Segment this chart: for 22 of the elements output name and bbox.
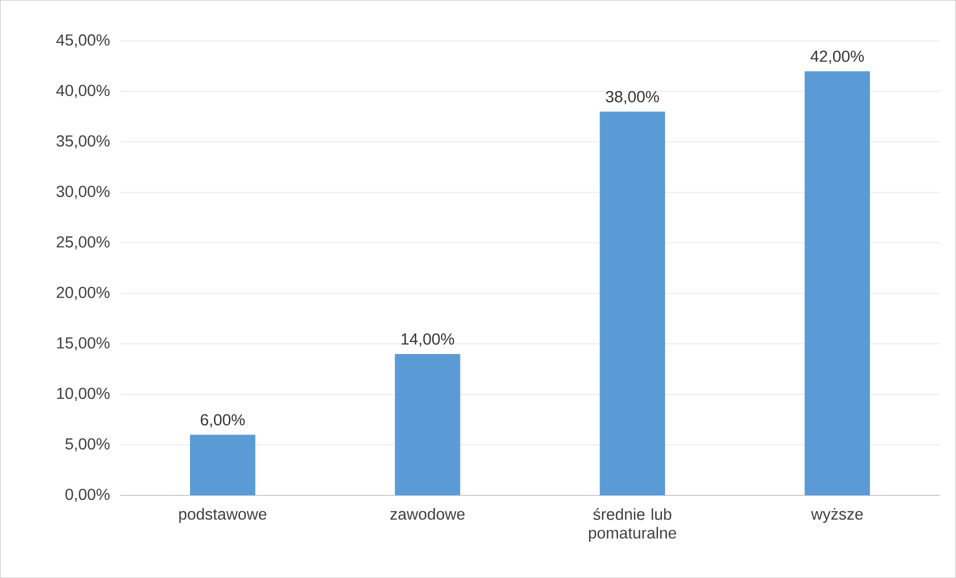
bar xyxy=(190,434,256,496)
y-tick-label: 35,00% xyxy=(56,135,110,148)
data-label: 38,00% xyxy=(606,90,659,104)
bar xyxy=(394,354,460,496)
bar xyxy=(804,71,870,496)
y-tick-label: 15,00% xyxy=(57,337,110,350)
x-tick-label: zawodowe xyxy=(390,508,465,520)
y-tick-label: 10,00% xyxy=(57,388,110,401)
x-tick-label: średnie lub pomaturalne xyxy=(588,508,676,542)
y-tick-label: 45,00% xyxy=(56,34,110,48)
y-tick-label: 25,00% xyxy=(56,236,110,250)
x-tick-label: wyższe xyxy=(811,508,863,523)
data-label: 6,00% xyxy=(200,414,245,428)
data-label: 14,00% xyxy=(402,333,454,346)
y-tick-label: 40,00% xyxy=(56,84,110,98)
bar xyxy=(600,112,666,496)
y-tick-label: 20,00% xyxy=(56,286,110,300)
y-tick-label: 30,00% xyxy=(56,186,110,199)
y-tick-label: 5,00% xyxy=(65,438,110,452)
data-label: 42,00% xyxy=(810,50,864,64)
y-tick-label: 0,00% xyxy=(65,488,110,502)
x-tick-label: podstawowe xyxy=(179,508,266,523)
